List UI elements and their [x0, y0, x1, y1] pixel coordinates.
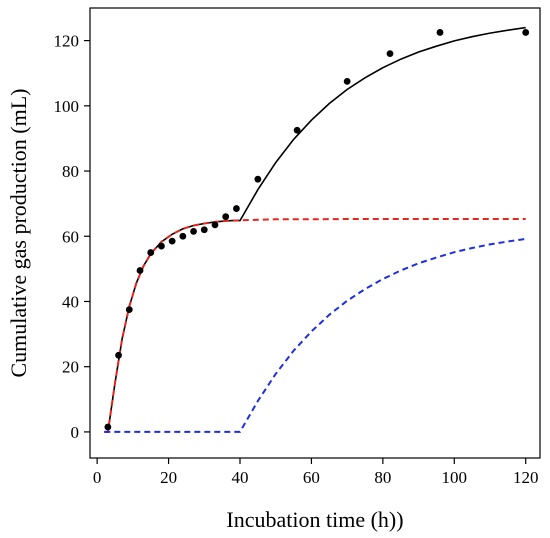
observed-point: [125, 306, 133, 314]
observed-point: [179, 232, 187, 240]
observed-point: [211, 221, 219, 229]
plot-frame: [89, 7, 541, 459]
x-tick-label: 120: [513, 468, 539, 487]
observed-point: [200, 226, 208, 234]
y-tick-label: 100: [54, 97, 80, 116]
y-axis-label: Cumulative gas production (mL): [6, 89, 31, 378]
x-tick-label: 60: [303, 468, 320, 487]
y-tick-label: 120: [54, 32, 80, 51]
observed-point: [522, 29, 530, 36]
y-tick-label: 20: [62, 358, 79, 377]
observed-point: [190, 227, 197, 235]
y-tick-label: 40: [62, 292, 79, 311]
x-tick-label: 0: [93, 468, 102, 487]
observed-point: [158, 242, 165, 250]
observed-point: [115, 351, 122, 359]
x-tick-label: 40: [232, 468, 249, 487]
observed-point: [386, 50, 394, 58]
total-fit-line: [104, 26, 526, 433]
y-tick-label: 0: [71, 423, 80, 442]
x-tick-label: 20: [160, 468, 177, 487]
observed-point: [254, 175, 262, 183]
second-phase-curve: [104, 237, 526, 433]
observed-point: [293, 126, 301, 134]
y-tick-label: 60: [62, 227, 79, 246]
observed-points: [104, 29, 530, 431]
observed-point: [168, 237, 176, 245]
x-axis-label: Incubation time (h)): [226, 507, 403, 532]
observed-point: [104, 423, 112, 431]
observed-point: [436, 29, 444, 36]
x-tick-label: 80: [374, 468, 391, 487]
observed-point: [343, 77, 351, 85]
observed-point: [233, 205, 240, 212]
x-tick-label: 100: [442, 468, 468, 487]
y-tick-label: 80: [62, 162, 79, 181]
x-axis-ticks: 0 20 40 60 80 100 120: [93, 458, 539, 487]
observed-point: [147, 249, 155, 256]
y-axis-ticks: 0 20 40 60 80 100 120: [54, 32, 90, 442]
series-layer: [104, 26, 526, 433]
observed-point: [136, 267, 144, 274]
observed-point: [222, 213, 230, 221]
